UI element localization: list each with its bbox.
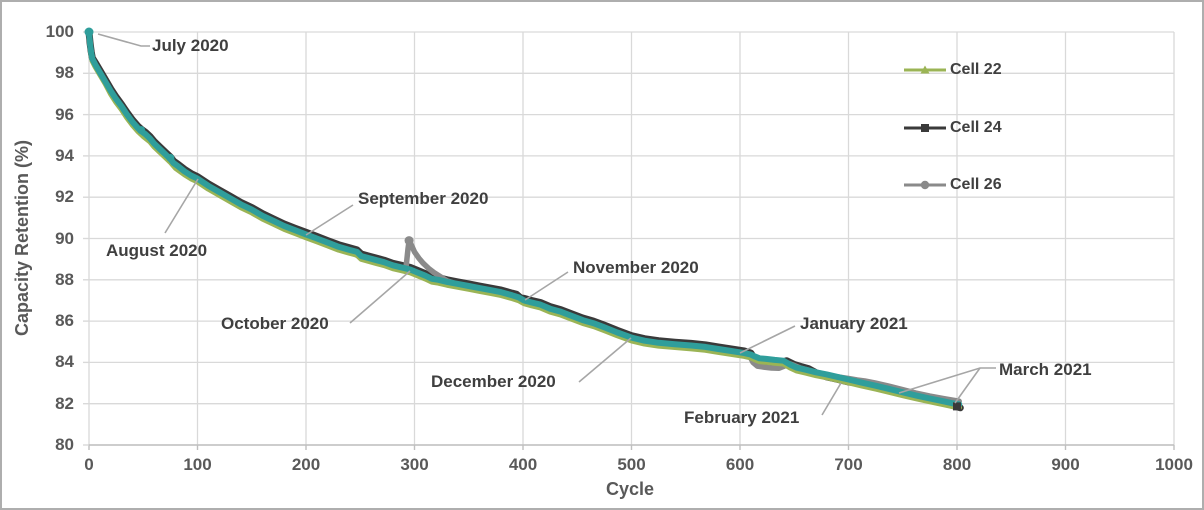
x-axis-title: Cycle [605, 479, 655, 499]
annotation-leader-line [305, 204, 354, 236]
y-tick-label: 94 [55, 145, 74, 165]
y-tick-label: 90 [55, 228, 74, 248]
legend-label: Cell 26 [950, 176, 1002, 193]
legend-marker-triangle-icon [903, 62, 947, 78]
series-line-cell-22 [86, 31, 962, 411]
legend-label: Cell 22 [950, 61, 1002, 78]
x-tick-label: 600 [725, 455, 755, 474]
y-tick-label: 88 [55, 269, 74, 289]
y-tick-label: 92 [55, 187, 74, 207]
y-tick-label: 96 [55, 104, 74, 124]
annotation-leader-line [349, 270, 411, 324]
annotation-leader-line [898, 367, 996, 394]
x-tick-label: 900 [1051, 455, 1080, 474]
y-tick-label: 82 [55, 393, 74, 413]
x-tick-label: 100 [183, 455, 212, 474]
annotation-label: August 2020 [106, 241, 208, 260]
legend-marker-circle-icon [903, 177, 947, 193]
x-tick-label: 800 [942, 455, 972, 474]
annotation-label: March 2021 [999, 360, 1092, 379]
annotation-label: December 2020 [431, 372, 556, 391]
legend-label: Cell 24 [950, 118, 1002, 136]
annotation-label: February 2021 [684, 408, 800, 427]
annotation-label: July 2020 [152, 36, 229, 55]
annotation-leader-line [578, 337, 632, 383]
series-line-cell-26 [86, 30, 962, 404]
legend-marker-square-icon [903, 120, 947, 136]
data-point-marker [166, 153, 175, 162]
y-tick-label: 100 [45, 22, 74, 41]
annotation-leader-line [954, 367, 981, 404]
x-tick-label: 700 [834, 455, 863, 474]
x-tick-label: 200 [291, 455, 321, 474]
annotation-label: October 2020 [221, 314, 329, 333]
annotation-label: January 2021 [800, 314, 908, 333]
annotation-leader-line [97, 33, 150, 47]
data-point-marker [137, 126, 146, 135]
data-point-marker [953, 402, 961, 411]
annotation-label: November 2020 [573, 258, 699, 277]
data-point-marker [404, 236, 414, 246]
y-tick-label: 98 [55, 63, 74, 83]
x-tick-label: 500 [617, 455, 646, 474]
annotation-leader-line [164, 178, 199, 234]
annotation-leader-line [739, 325, 796, 354]
y-tick-label: 84 [55, 352, 74, 372]
y-tick-label: 86 [55, 311, 74, 331]
x-tick-label: 0 [84, 455, 94, 474]
y-tick-label: 80 [55, 435, 74, 454]
annotation-leader-line [524, 271, 569, 301]
data-point-marker [84, 27, 94, 37]
x-tick-label: 1000 [1155, 455, 1193, 474]
annotation-label: September 2020 [358, 189, 489, 208]
series-line-overlay-unlabeled [86, 29, 963, 408]
annotation-leader-line [821, 382, 842, 416]
legend-entry-cell-22: Cell 22 [903, 58, 1002, 82]
series-line-cell-24 [85, 28, 964, 412]
x-tick-label: 400 [508, 455, 538, 474]
legend-entry-cell-26: Cell 26 [903, 173, 1002, 197]
x-tick-label: 300 [400, 455, 429, 474]
legend-entry-cell-24: Cell 24 [903, 116, 1002, 140]
